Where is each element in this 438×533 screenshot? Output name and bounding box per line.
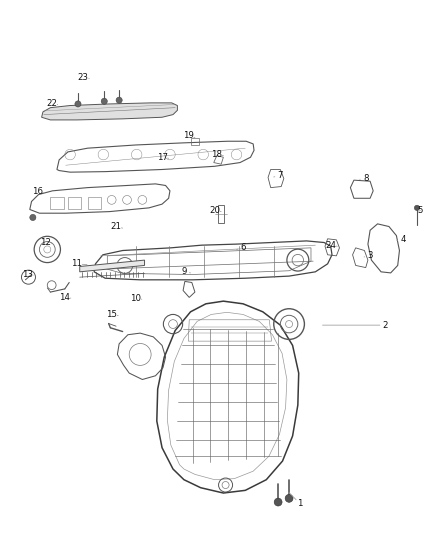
Text: 8: 8 bbox=[363, 174, 368, 183]
Polygon shape bbox=[80, 260, 145, 272]
Circle shape bbox=[101, 98, 107, 104]
Circle shape bbox=[274, 498, 282, 506]
Text: 19: 19 bbox=[183, 132, 194, 140]
Text: 24: 24 bbox=[325, 241, 336, 249]
Text: 3: 3 bbox=[367, 252, 373, 260]
Text: 9: 9 bbox=[181, 268, 187, 276]
Text: 20: 20 bbox=[209, 206, 220, 215]
Text: 6: 6 bbox=[240, 244, 246, 252]
Text: 22: 22 bbox=[46, 100, 57, 108]
Text: 5: 5 bbox=[418, 206, 423, 215]
Text: 21: 21 bbox=[110, 222, 122, 231]
Polygon shape bbox=[42, 103, 177, 120]
Circle shape bbox=[116, 97, 122, 103]
Text: 14: 14 bbox=[59, 293, 71, 302]
Text: 7: 7 bbox=[278, 172, 283, 180]
Text: 10: 10 bbox=[130, 294, 141, 303]
Text: 11: 11 bbox=[71, 260, 82, 268]
Text: 1: 1 bbox=[297, 499, 303, 508]
Text: 18: 18 bbox=[211, 150, 223, 159]
Text: 2: 2 bbox=[383, 321, 388, 329]
Text: 13: 13 bbox=[22, 270, 33, 279]
Text: 4: 4 bbox=[400, 236, 406, 244]
Text: 15: 15 bbox=[106, 310, 117, 319]
Circle shape bbox=[285, 495, 293, 502]
Circle shape bbox=[414, 205, 420, 211]
Circle shape bbox=[75, 101, 81, 107]
Text: 16: 16 bbox=[32, 188, 43, 196]
Circle shape bbox=[30, 214, 36, 221]
Text: 12: 12 bbox=[40, 238, 52, 247]
Text: 17: 17 bbox=[156, 153, 168, 161]
Text: 23: 23 bbox=[78, 73, 89, 82]
